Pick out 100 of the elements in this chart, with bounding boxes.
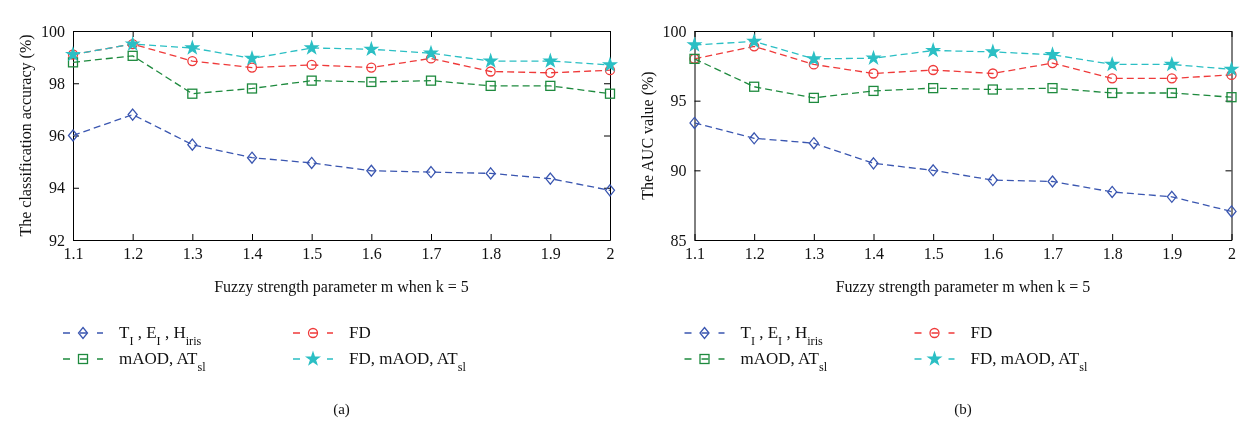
point (689, 116, 700, 130)
point (366, 62, 377, 73)
point (987, 173, 998, 187)
x-tick-label: 1.9 (1162, 245, 1183, 263)
x-tick-label: 2 (606, 245, 615, 263)
point (1045, 47, 1060, 61)
point (545, 172, 556, 185)
point (187, 55, 198, 67)
point (808, 92, 819, 104)
x-axis-title: Fuzzy strength parameter m when k = 5 (835, 278, 1091, 296)
point (304, 41, 319, 54)
text: (b) (954, 401, 972, 418)
point (545, 67, 556, 78)
legend-label: T$_{I}$ , E$_{I}$ , H$_{iris}$ (119, 323, 202, 348)
point (868, 157, 879, 170)
y-tick-label: 94 (49, 179, 65, 197)
point (306, 156, 317, 170)
point (1166, 87, 1177, 99)
point (1165, 57, 1179, 71)
point (808, 137, 819, 150)
x-tick-label: 1.6 (361, 245, 382, 263)
x-tick-label: 1.8 (1102, 245, 1123, 263)
point (485, 66, 496, 77)
x-tick-label: 1.4 (242, 245, 263, 263)
legend-label: T$_{I}$ , E$_{I}$ , H$_{iris}$ (740, 323, 824, 348)
point (604, 88, 616, 99)
x-tick-label: 2 (1228, 245, 1236, 263)
y-axis-title: The AUC value (%) (638, 71, 657, 200)
point (868, 68, 879, 79)
point (604, 65, 616, 76)
x-tick-label: 1.5 (302, 245, 323, 263)
x-tick-label: 1.3 (804, 245, 825, 263)
point (187, 138, 198, 151)
point (485, 167, 496, 180)
point (545, 80, 556, 92)
point (67, 129, 79, 142)
point (1047, 175, 1058, 188)
x-tick-label: 1.1 (63, 245, 84, 263)
point (603, 57, 617, 71)
point (928, 82, 939, 94)
point (424, 46, 438, 59)
point (928, 64, 939, 76)
x-tick-label: 1.7 (1043, 245, 1063, 263)
point (366, 76, 377, 88)
x-tick-label: 1.2 (123, 245, 144, 263)
y-tick-label: 95 (670, 92, 687, 110)
y-tick-label: 100 (662, 22, 687, 40)
point (366, 164, 377, 177)
point (987, 68, 998, 79)
x-tick-label: 1.1 (685, 245, 705, 263)
point (866, 51, 881, 64)
point (1166, 73, 1177, 84)
point (1224, 62, 1239, 76)
point (749, 81, 760, 92)
point (185, 41, 200, 54)
point (987, 84, 998, 95)
point (1107, 185, 1118, 199)
point (808, 59, 819, 70)
y-tick-label: 98 (49, 74, 65, 92)
y-tick-label: 92 (49, 231, 65, 249)
legend-label: FD, mAOD, AT$_{sl}$ (349, 349, 467, 374)
y-tick-label: 90 (670, 161, 687, 179)
y-tick-label: 85 (670, 231, 687, 249)
point (425, 165, 437, 179)
legend-label: FD (349, 323, 371, 342)
x-tick-label: 1.9 (540, 245, 561, 263)
x-axis-title: Fuzzy strength parameter m when k = 5 (214, 278, 469, 296)
text: (a) (333, 401, 350, 418)
point (127, 50, 138, 61)
point (364, 42, 379, 56)
y-tick-label: 96 (49, 127, 65, 145)
point (543, 54, 558, 67)
point (807, 51, 821, 65)
x-tick-label: 1.6 (983, 245, 1004, 263)
point (747, 34, 761, 48)
point (1047, 82, 1058, 94)
point (687, 37, 702, 51)
legend-label: FD (970, 323, 993, 342)
point (246, 83, 258, 94)
point (306, 75, 317, 86)
point (928, 164, 939, 177)
point (749, 132, 760, 145)
point (868, 85, 879, 97)
point (246, 151, 258, 164)
legend-label: mAOD, AT$_{sl}$ (740, 349, 828, 374)
point (425, 75, 437, 86)
point (127, 108, 138, 121)
point (986, 44, 1000, 58)
point (306, 59, 317, 71)
point (1226, 205, 1237, 218)
point (245, 51, 259, 65)
point (67, 57, 79, 68)
point (1107, 87, 1118, 99)
point (485, 80, 496, 92)
y-tick-label: 100 (41, 22, 65, 40)
y-axis-title: The classification accuracy (%) (17, 34, 35, 237)
point (604, 184, 616, 197)
point (1107, 73, 1118, 84)
point (926, 43, 940, 57)
x-tick-label: 1.7 (421, 245, 442, 263)
